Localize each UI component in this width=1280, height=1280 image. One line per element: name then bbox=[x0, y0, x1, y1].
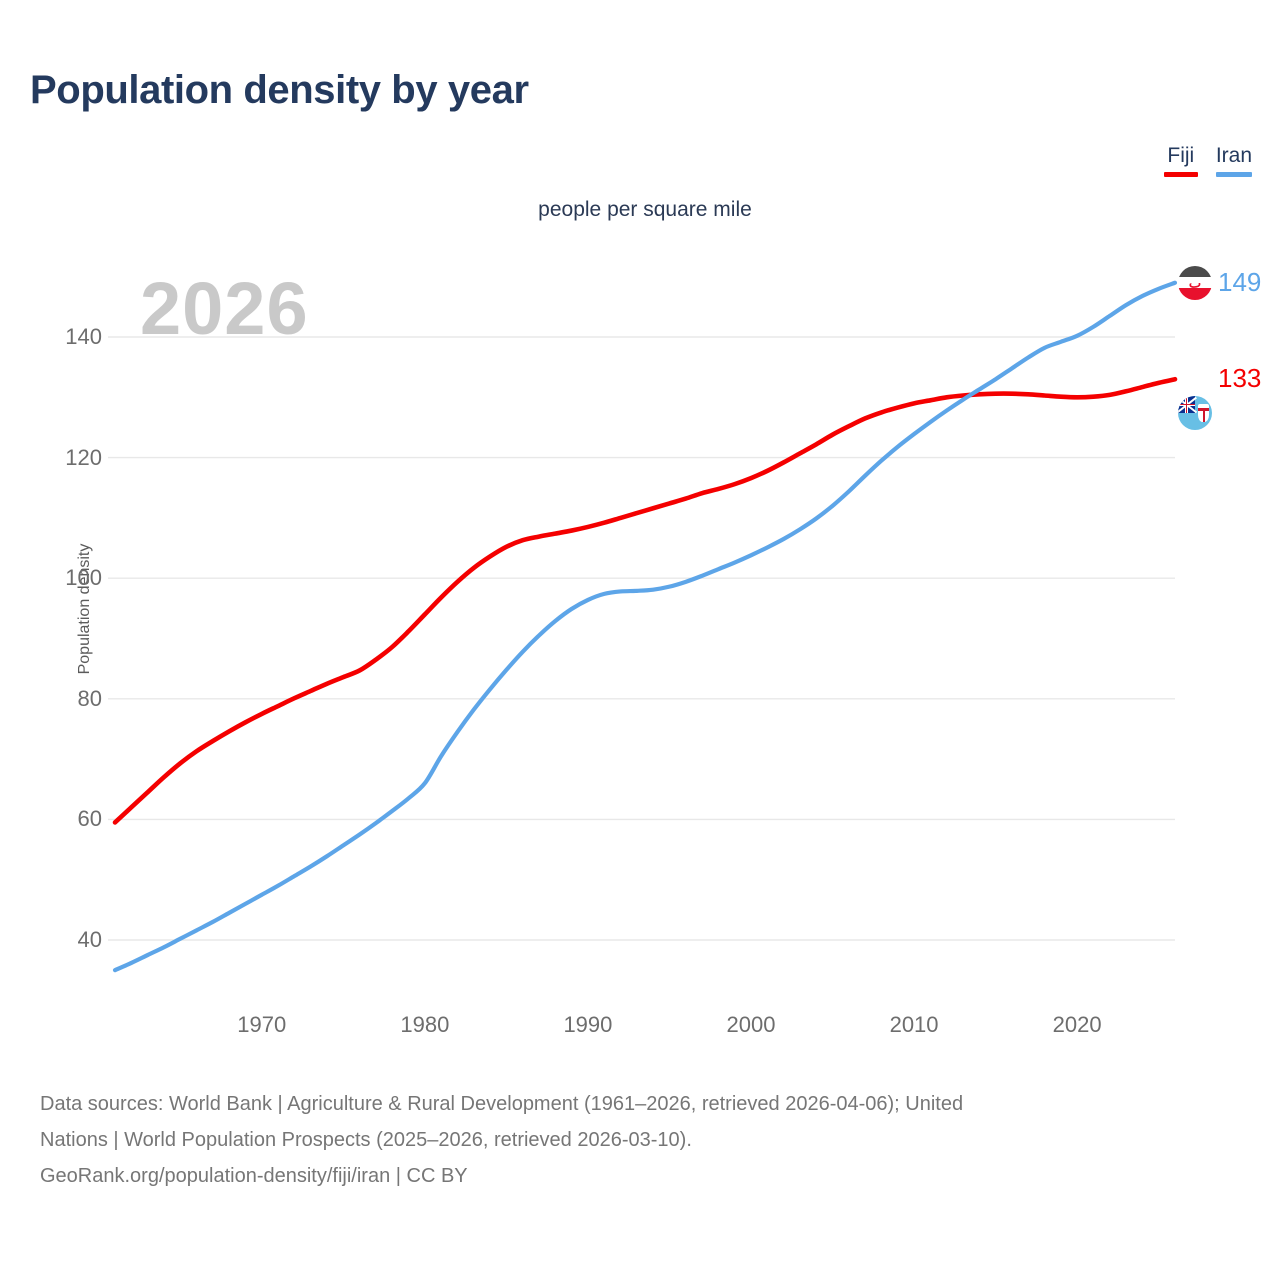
x-tick-label: 2020 bbox=[1052, 1012, 1102, 1037]
legend-item-fiji[interactable]: Fiji bbox=[1163, 143, 1198, 177]
x-tick-label: 1980 bbox=[400, 1012, 450, 1037]
y-axis-title: Population density bbox=[76, 543, 93, 675]
chart-legend: Fiji Iran bbox=[1163, 143, 1252, 177]
legend-color-swatch-iran bbox=[1215, 172, 1252, 177]
fiji-flag-icon bbox=[1178, 396, 1212, 431]
end-value-iran: 149 bbox=[1218, 266, 1262, 297]
gridlines bbox=[108, 336, 1175, 941]
iran-flag-emblem: ب bbox=[1188, 275, 1202, 291]
y-tick-label: 80 bbox=[77, 685, 102, 711]
series-line-fiji bbox=[112, 376, 1178, 825]
y-tick-label: 120 bbox=[65, 444, 102, 470]
end-value-fiji: 133 bbox=[1218, 363, 1262, 394]
page-title: Population density by year bbox=[30, 68, 529, 112]
year-watermark: 2026 bbox=[140, 267, 309, 350]
series-lines bbox=[112, 280, 1178, 973]
footer-line-3: GeoRank.org/population-density/fiji/iran… bbox=[40, 1165, 468, 1187]
legend-label-fiji: Fiji bbox=[1167, 144, 1195, 167]
y-tick-label: 100 bbox=[65, 565, 102, 591]
chart-canvas bbox=[108, 280, 1178, 973]
y-tick-label: 60 bbox=[77, 806, 102, 832]
iran-flag-icon: ب bbox=[1178, 265, 1212, 300]
fiji-shield-vertical bbox=[1202, 407, 1205, 423]
y-tick-label: 40 bbox=[77, 927, 102, 952]
iran-flag-top-band bbox=[1178, 265, 1212, 278]
fiji-flag-canton bbox=[1178, 396, 1197, 414]
series-line-iran bbox=[112, 280, 1178, 973]
iran-flag-bottom-band bbox=[1178, 288, 1212, 300]
x-tick-label: 1990 bbox=[563, 1012, 613, 1037]
legend-color-swatch-fiji bbox=[1163, 172, 1198, 177]
footer-line-2: Nations | World Population Prospects (20… bbox=[40, 1129, 692, 1151]
fiji-flag-cross-horizontal-red bbox=[1178, 404, 1195, 406]
legend-label-iran: Iran bbox=[1215, 144, 1252, 167]
fiji-flag-shield bbox=[1198, 404, 1210, 423]
footer-sources: Data sources: World Bank | Agriculture &… bbox=[40, 1086, 1255, 1194]
y-tick-label: 140 bbox=[65, 324, 102, 349]
fiji-shield-horizontal bbox=[1198, 407, 1210, 412]
chart-subtitle: people per square mile bbox=[538, 198, 752, 221]
plot-area: 2026 Population density 40 60 80 100 120 140 … bbox=[65, 265, 1262, 1037]
footer-line-1: Data sources: World Bank | Agriculture &… bbox=[40, 1093, 964, 1115]
x-tick-label: 2000 bbox=[726, 1012, 776, 1037]
legend-item-iran[interactable]: Iran bbox=[1215, 143, 1252, 177]
x-tick-label: 2010 bbox=[889, 1012, 939, 1037]
x-tick-label: 1970 bbox=[237, 1012, 287, 1037]
